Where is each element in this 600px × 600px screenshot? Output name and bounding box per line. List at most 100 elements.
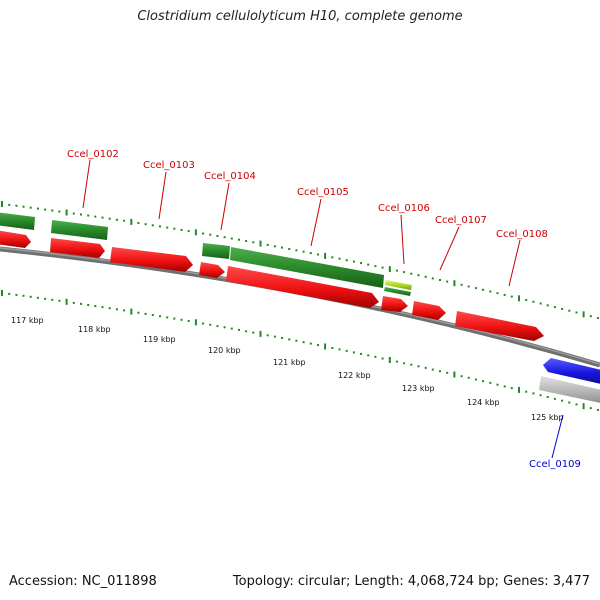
minor-tick: [360, 352, 362, 355]
gene-label[interactable]: Ccel_0109: [529, 459, 581, 470]
minor-tick: [525, 390, 528, 393]
minor-tick: [546, 304, 549, 307]
minor-tick: [424, 366, 427, 369]
cds-arrow[interactable]: [226, 266, 379, 308]
cds-arrow[interactable]: [50, 238, 105, 258]
minor-tick: [22, 205, 25, 208]
label-leader: [158, 171, 167, 220]
major-tick: [194, 319, 197, 326]
scale-labels: 117 kbp 118 kbp 119 kbp 120 kbp 121 kbp …: [11, 316, 564, 422]
scale-label: 117 kbp: [11, 316, 44, 325]
major-tick: [1, 290, 3, 296]
scale-label: 118 kbp: [78, 325, 111, 334]
minor-tick: [367, 263, 370, 266]
minor-tick: [166, 316, 169, 319]
gene-label-leaders: [82, 159, 564, 459]
major-tick: [582, 311, 585, 318]
gene-label[interactable]: Ccel_0107: [435, 215, 487, 226]
gene-bar[interactable]: [51, 220, 108, 240]
minor-tick: [15, 293, 18, 296]
minor-tick: [482, 288, 485, 291]
minor-tick: [15, 204, 18, 207]
major-tick: [582, 403, 585, 410]
minor-tick: [159, 315, 161, 318]
gene-bar[interactable]: [384, 287, 411, 296]
gene-bar[interactable]: [202, 243, 230, 259]
minor-tick: [467, 285, 470, 288]
minor-tick: [503, 385, 506, 388]
outer-tick-ring: [1, 201, 599, 319]
minor-tick: [460, 283, 463, 286]
minor-tick: [51, 298, 54, 301]
minor-tick: [238, 328, 240, 331]
cds-arrow[interactable]: [110, 247, 193, 272]
minor-tick: [281, 337, 283, 339]
minor-tick: [238, 238, 240, 241]
gene-bar[interactable]: [230, 247, 384, 288]
minor-tick: [374, 355, 377, 358]
cds-arrow[interactable]: [412, 301, 446, 320]
minor-tick: [360, 262, 362, 265]
minor-tick: [417, 365, 420, 368]
minor-tick: [151, 314, 154, 316]
minor-tick: [374, 265, 377, 268]
minor-tick: [395, 269, 398, 272]
minor-tick: [202, 232, 205, 235]
cds-arrow[interactable]: [199, 262, 225, 278]
cds-arrow[interactable]: [455, 311, 544, 341]
minor-tick: [331, 347, 334, 349]
minor-tick: [8, 203, 11, 206]
minor-tick: [273, 335, 276, 338]
minor-tick: [403, 271, 406, 274]
gene-label[interactable]: Ccel_0102: [67, 149, 119, 160]
label-leader: [82, 159, 91, 209]
label-leader: [508, 239, 521, 287]
gene-bar[interactable]: [0, 212, 35, 230]
major-tick: [324, 252, 327, 259]
minor-tick: [575, 311, 578, 314]
minor-tick: [352, 260, 355, 263]
rrna-bar[interactable]: [385, 280, 412, 290]
gene-label[interactable]: Ccel_0108: [496, 229, 548, 240]
minor-tick: [230, 327, 233, 330]
minor-tick: [108, 217, 111, 220]
minor-tick: [539, 302, 542, 305]
map-title: Clostridium cellulolyticum H10, complete…: [137, 9, 463, 24]
minor-tick: [317, 253, 319, 256]
minor-tick: [352, 351, 355, 354]
minor-tick: [115, 308, 118, 311]
minor-tick: [44, 297, 47, 300]
scale-label: 123 kbp: [402, 384, 435, 393]
gene-bar-reverse[interactable]: [539, 376, 600, 405]
minor-tick: [446, 371, 449, 374]
cds-arrow-reverse[interactable]: [543, 358, 600, 386]
minor-tick: [230, 237, 233, 240]
minor-tick: [561, 307, 564, 310]
minor-tick: [561, 399, 564, 402]
major-tick: [130, 308, 133, 315]
minor-tick: [245, 240, 248, 242]
minor-tick: [539, 394, 542, 397]
minor-tick: [80, 302, 82, 305]
scale-label: 120 kbp: [208, 346, 241, 355]
minor-tick: [144, 223, 147, 226]
gene-label[interactable]: Ccel_0104: [204, 171, 256, 182]
minor-tick: [137, 222, 140, 224]
minor-tick: [101, 216, 104, 219]
minor-tick: [510, 387, 513, 390]
gene-label[interactable]: Ccel_0106: [378, 203, 430, 214]
minor-tick: [87, 304, 90, 306]
minor-tick: [532, 392, 535, 395]
minor-tick: [338, 257, 341, 260]
gene-label[interactable]: Ccel_0105: [297, 187, 349, 198]
minor-tick: [252, 241, 255, 244]
cds-arrow[interactable]: [0, 230, 31, 248]
minor-tick: [460, 375, 463, 378]
minor-tick: [553, 397, 556, 400]
minor-tick: [288, 248, 291, 250]
minor-tick: [331, 256, 334, 259]
gene-label[interactable]: Ccel_0103: [143, 160, 195, 171]
minor-tick: [553, 306, 556, 309]
minor-tick: [589, 315, 592, 318]
cds-arrow[interactable]: [381, 296, 408, 312]
